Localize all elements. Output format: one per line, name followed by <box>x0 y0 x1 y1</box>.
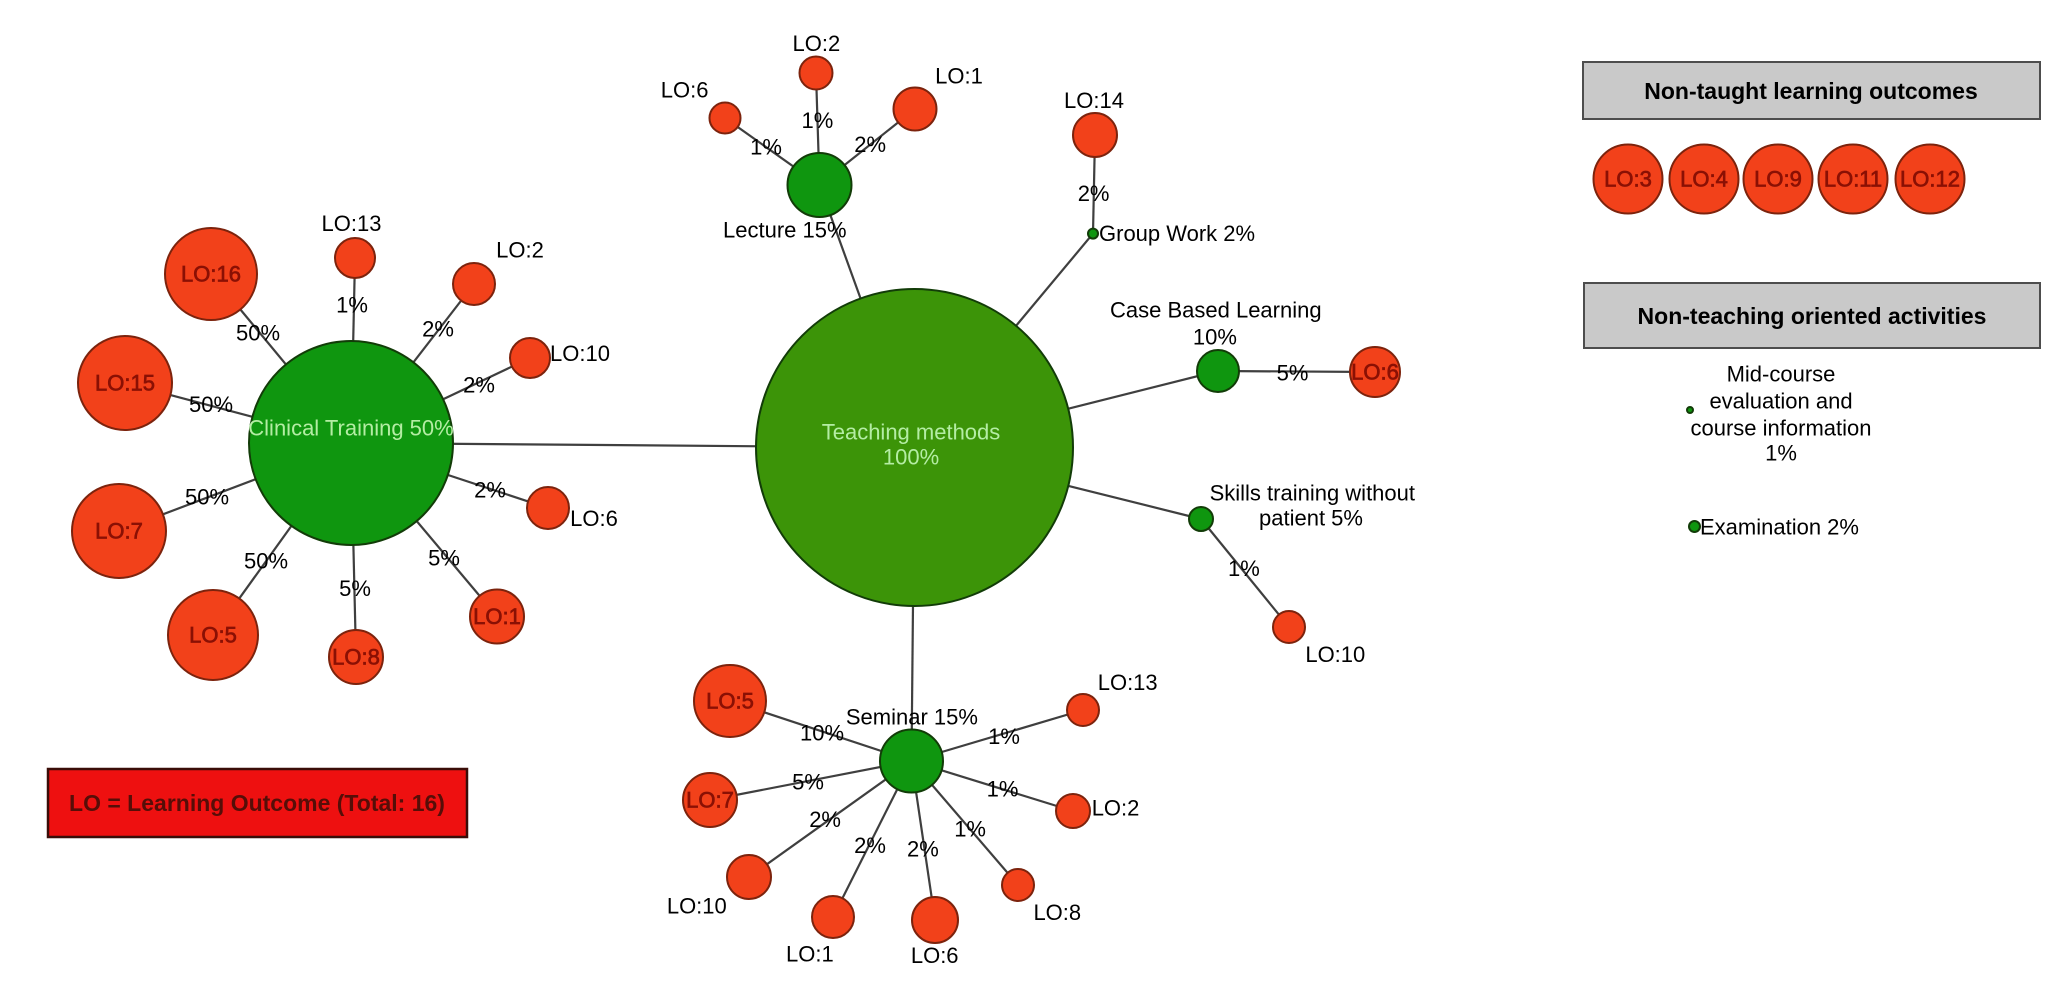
svg-text:50%: 50% <box>244 549 288 574</box>
svg-text:2%: 2% <box>474 478 506 503</box>
svg-text:Lecture 15%: Lecture 15% <box>723 218 847 243</box>
svg-text:50%: 50% <box>236 321 280 346</box>
svg-text:10%: 10% <box>1193 325 1237 350</box>
svg-text:LO:12: LO:12 <box>1900 167 1960 192</box>
svg-text:LO:6: LO:6 <box>661 78 709 103</box>
svg-text:LO:3: LO:3 <box>1604 167 1652 192</box>
svg-text:LO:2: LO:2 <box>1092 796 1140 821</box>
svg-text:1%: 1% <box>987 777 1019 802</box>
svg-text:LO:5: LO:5 <box>189 623 237 648</box>
svg-text:LO:15: LO:15 <box>95 371 155 396</box>
svg-text:2%: 2% <box>907 836 939 861</box>
svg-text:LO:4: LO:4 <box>1680 167 1728 192</box>
svg-text:5%: 5% <box>1277 361 1309 386</box>
svg-text:10%: 10% <box>800 721 844 746</box>
svg-text:2%: 2% <box>463 373 495 398</box>
svg-text:1%: 1% <box>954 817 986 842</box>
svg-text:LO = Learning Outcome (Total:: LO = Learning Outcome (Total: 16) <box>69 790 445 816</box>
svg-text:LO:5: LO:5 <box>706 689 754 714</box>
svg-text:LO:13: LO:13 <box>1098 670 1158 695</box>
svg-text:LO:7: LO:7 <box>686 788 734 813</box>
svg-text:Case Based Learning: Case Based Learning <box>1110 297 1322 322</box>
svg-text:LO:6: LO:6 <box>911 943 959 968</box>
svg-text:1%: 1% <box>1765 441 1797 466</box>
svg-text:2%: 2% <box>854 833 886 858</box>
svg-text:LO:1: LO:1 <box>935 64 983 89</box>
svg-text:1%: 1% <box>336 293 368 318</box>
svg-text:patient 5%: patient 5% <box>1259 506 1363 531</box>
svg-text:2%: 2% <box>854 132 886 157</box>
svg-text:LO:2: LO:2 <box>496 238 544 263</box>
svg-text:Examination 2%: Examination 2% <box>1700 515 1859 540</box>
svg-text:Seminar 15%: Seminar 15% <box>846 705 978 730</box>
svg-text:Mid-course: Mid-course <box>1727 362 1836 387</box>
svg-text:5%: 5% <box>792 770 824 795</box>
svg-text:Group Work 2%: Group Work 2% <box>1099 221 1255 246</box>
svg-text:LO:1: LO:1 <box>473 604 521 629</box>
svg-text:LO:10: LO:10 <box>1305 642 1365 667</box>
svg-text:50%: 50% <box>185 485 229 510</box>
svg-text:1%: 1% <box>988 724 1020 749</box>
svg-text:1%: 1% <box>750 135 782 160</box>
svg-text:LO:13: LO:13 <box>322 211 382 236</box>
svg-text:LO:10: LO:10 <box>550 341 610 366</box>
svg-text:Non-teaching oriented activiti: Non-teaching oriented activities <box>1638 303 1987 329</box>
svg-text:evaluation and: evaluation and <box>1709 389 1852 414</box>
svg-text:2%: 2% <box>809 807 841 832</box>
svg-text:LO:6: LO:6 <box>570 506 618 531</box>
svg-text:LO:14: LO:14 <box>1064 88 1124 113</box>
svg-text:100%: 100% <box>883 445 939 470</box>
svg-text:LO:8: LO:8 <box>332 645 380 670</box>
svg-text:2%: 2% <box>422 317 454 342</box>
svg-text:2%: 2% <box>1078 181 1110 206</box>
svg-text:Teaching methods: Teaching methods <box>822 420 1001 445</box>
svg-text:LO:10: LO:10 <box>667 893 727 918</box>
svg-text:1%: 1% <box>802 108 834 133</box>
svg-text:LO:9: LO:9 <box>1754 167 1802 192</box>
svg-text:LO:11: LO:11 <box>1824 167 1882 192</box>
svg-text:LO:1: LO:1 <box>786 942 834 967</box>
svg-text:Clinical Training 50%: Clinical Training 50% <box>248 416 453 441</box>
svg-text:LO:7: LO:7 <box>95 519 143 544</box>
svg-text:LO:6: LO:6 <box>1351 360 1399 385</box>
svg-text:LO:16: LO:16 <box>181 262 241 287</box>
svg-text:LO:8: LO:8 <box>1033 900 1081 925</box>
svg-text:LO:2: LO:2 <box>793 31 841 56</box>
svg-text:Skills training without: Skills training without <box>1210 480 1415 505</box>
svg-text:50%: 50% <box>189 392 233 417</box>
svg-text:1%: 1% <box>1228 556 1260 581</box>
svg-text:course information: course information <box>1691 416 1872 441</box>
svg-text:5%: 5% <box>339 576 371 601</box>
svg-text:5%: 5% <box>428 546 460 571</box>
svg-text:Non-taught learning outcomes: Non-taught learning outcomes <box>1644 78 1978 104</box>
